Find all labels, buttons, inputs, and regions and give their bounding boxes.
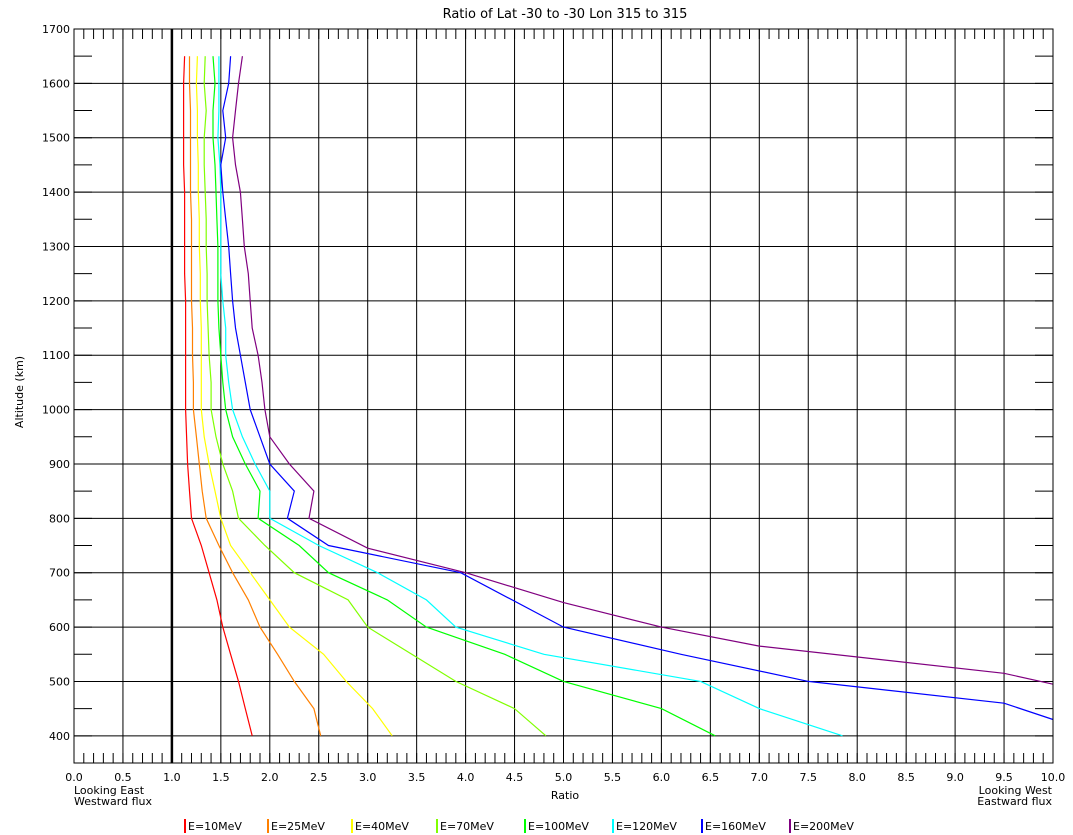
legend-label-3: E=40MeV [355, 820, 409, 833]
x-tick-label: 9.5 [995, 771, 1013, 784]
y-tick-label: 1600 [42, 77, 70, 90]
x-tick-label: 1.5 [212, 771, 230, 784]
x-axis-label: Ratio [551, 789, 580, 802]
x-tick-label: 7.5 [800, 771, 818, 784]
y-tick-label: 1100 [42, 349, 70, 362]
x-tick-label: 8.0 [848, 771, 866, 784]
x-tick-label: 4.5 [506, 771, 524, 784]
series-line-3 [195, 56, 393, 737]
y-tick-label: 1300 [42, 240, 70, 253]
x-tick-label: 7.0 [751, 771, 769, 784]
x-tick-label: 6.0 [653, 771, 671, 784]
x-tick-label: 0.5 [114, 771, 132, 784]
x-tick-label: 2.0 [261, 771, 279, 784]
plot-frame [73, 28, 1054, 764]
x-tick-label: 6.5 [702, 771, 720, 784]
right-note-line2: Eastward flux [977, 795, 1052, 808]
left-note-line1: Looking East [74, 784, 145, 797]
grid-lines [73, 28, 1054, 763]
series-line-5 [212, 56, 716, 737]
y-tick-label: 1500 [42, 132, 70, 145]
y-tick-label: 700 [49, 567, 70, 580]
y-tick-label: 900 [49, 458, 70, 471]
left-note-line2: Westward flux [74, 795, 152, 808]
x-tick-label: 3.0 [359, 771, 377, 784]
series-line-8 [231, 56, 1054, 685]
x-tick-label: 0.0 [65, 771, 83, 784]
y-tick-label: 400 [49, 730, 70, 743]
y-tick-label: 1200 [42, 295, 70, 308]
y-tick-label: 1000 [42, 404, 70, 417]
y-tick-label: 1400 [42, 186, 70, 199]
x-tick-label: 10.0 [1041, 771, 1066, 784]
chart-title: Ratio of Lat -30 to -30 Lon 315 to 315 [443, 7, 688, 22]
y-axis-label: Altitude (km) [13, 356, 26, 428]
y-tick-label: 600 [49, 621, 70, 634]
x-tick-label: 5.0 [555, 771, 573, 784]
minor-ticks [73, 28, 1054, 763]
legend-label-2: E=25MeV [271, 820, 325, 833]
legend-label-1: E=10MeV [188, 820, 242, 833]
series-line-4 [203, 56, 547, 737]
x-tick-label: 8.5 [897, 771, 915, 784]
right-note-line1: Looking West [979, 784, 1053, 797]
y-tick-label: 500 [49, 675, 70, 688]
legend: E=10MeV E=25MeV E=40MeV E=70MeV E=100MeV E=12… [184, 819, 854, 833]
x-tick-label: 4.0 [457, 771, 475, 784]
series-line-2 [188, 56, 322, 736]
x-tick-label: 2.5 [310, 771, 328, 784]
legend-label-6: E=120MeV [616, 820, 677, 833]
y-tick-labels: 400 500 600 700 800 900 1000 1100 1200 1300 1400 15… [42, 23, 70, 743]
x-tick-label: 1.0 [163, 771, 181, 784]
legend-label-7: E=160MeV [705, 820, 766, 833]
x-tick-label: 9.0 [946, 771, 964, 784]
y-tick-label: 800 [49, 512, 70, 525]
y-tick-label: 1700 [42, 23, 70, 36]
legend-label-4: E=70MeV [440, 820, 494, 833]
x-tick-label: 5.5 [604, 771, 622, 784]
series-line-1 [183, 56, 253, 736]
series-lines [183, 56, 1054, 737]
x-tick-labels: 0.0 0.5 1.0 1.5 2.0 2.5 3.0 3.5 4.0 4.5 5.0 5.5 6.0 6… [65, 771, 1065, 784]
series-line-6 [217, 56, 843, 737]
legend-label-5: E=100MeV [528, 820, 589, 833]
legend-label-8: E=200MeV [793, 820, 854, 833]
x-tick-label: 3.5 [408, 771, 426, 784]
series-line-7 [220, 56, 1054, 721]
